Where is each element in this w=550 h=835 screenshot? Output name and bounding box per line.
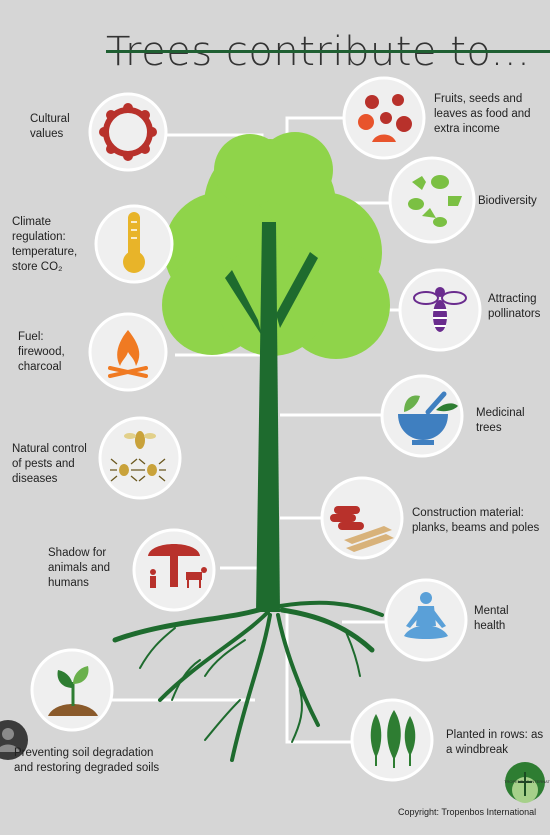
label-soil: Preventing soil degradation and restorin…: [14, 747, 160, 774]
insects-icon: [98, 416, 182, 500]
label-cultural-values: Cultural values: [30, 113, 70, 140]
label-windbreak: Planted in rows: as a windbreak: [446, 729, 544, 756]
seedling-icon: [30, 648, 114, 732]
label-medicinal: Medicinal trees: [476, 407, 525, 434]
campfire-icon: [88, 312, 168, 392]
timber-icon: [320, 476, 404, 560]
tree-roots: [112, 600, 384, 762]
animals-icon: [388, 156, 476, 244]
label-shadow: Shadow for animals and humans: [48, 547, 111, 589]
fruits-icon: [342, 76, 426, 160]
tropenbos-logo: [505, 762, 545, 803]
label-biodiversity: Biodiversity: [478, 195, 537, 207]
copyright-text: Copyright: Tropenbos International: [398, 807, 537, 817]
meditation-icon: [384, 578, 468, 662]
shade-tree-icon: [132, 528, 216, 612]
mortar-pestle-icon: [380, 374, 464, 458]
title-underline: [106, 50, 550, 53]
avatar: [0, 720, 28, 760]
label-construction: Construction material: planks, beams and…: [412, 507, 540, 534]
label-climate-regulation: Climate regulation: temperature, store C…: [12, 216, 78, 273]
label-mental-health: Mental health: [474, 605, 509, 632]
windbreak-trees-icon: [350, 698, 434, 782]
bee-icon: [398, 268, 482, 352]
circle-of-people-icon: [88, 92, 168, 172]
label-fruits: Fruits, seeds and leaves as food and ext…: [434, 93, 531, 135]
tree-trunk: [225, 222, 318, 612]
logo-text: TROPENBOS INTERNATIONAL: [504, 779, 550, 784]
label-pest-control: Natural control of pests and diseases: [12, 443, 87, 485]
tree-canopy: [162, 132, 390, 359]
label-pollinators: Attracting pollinators: [488, 293, 541, 320]
label-fuel: Fuel: firewood, charcoal: [18, 331, 65, 373]
thermometer-icon: [94, 204, 174, 284]
